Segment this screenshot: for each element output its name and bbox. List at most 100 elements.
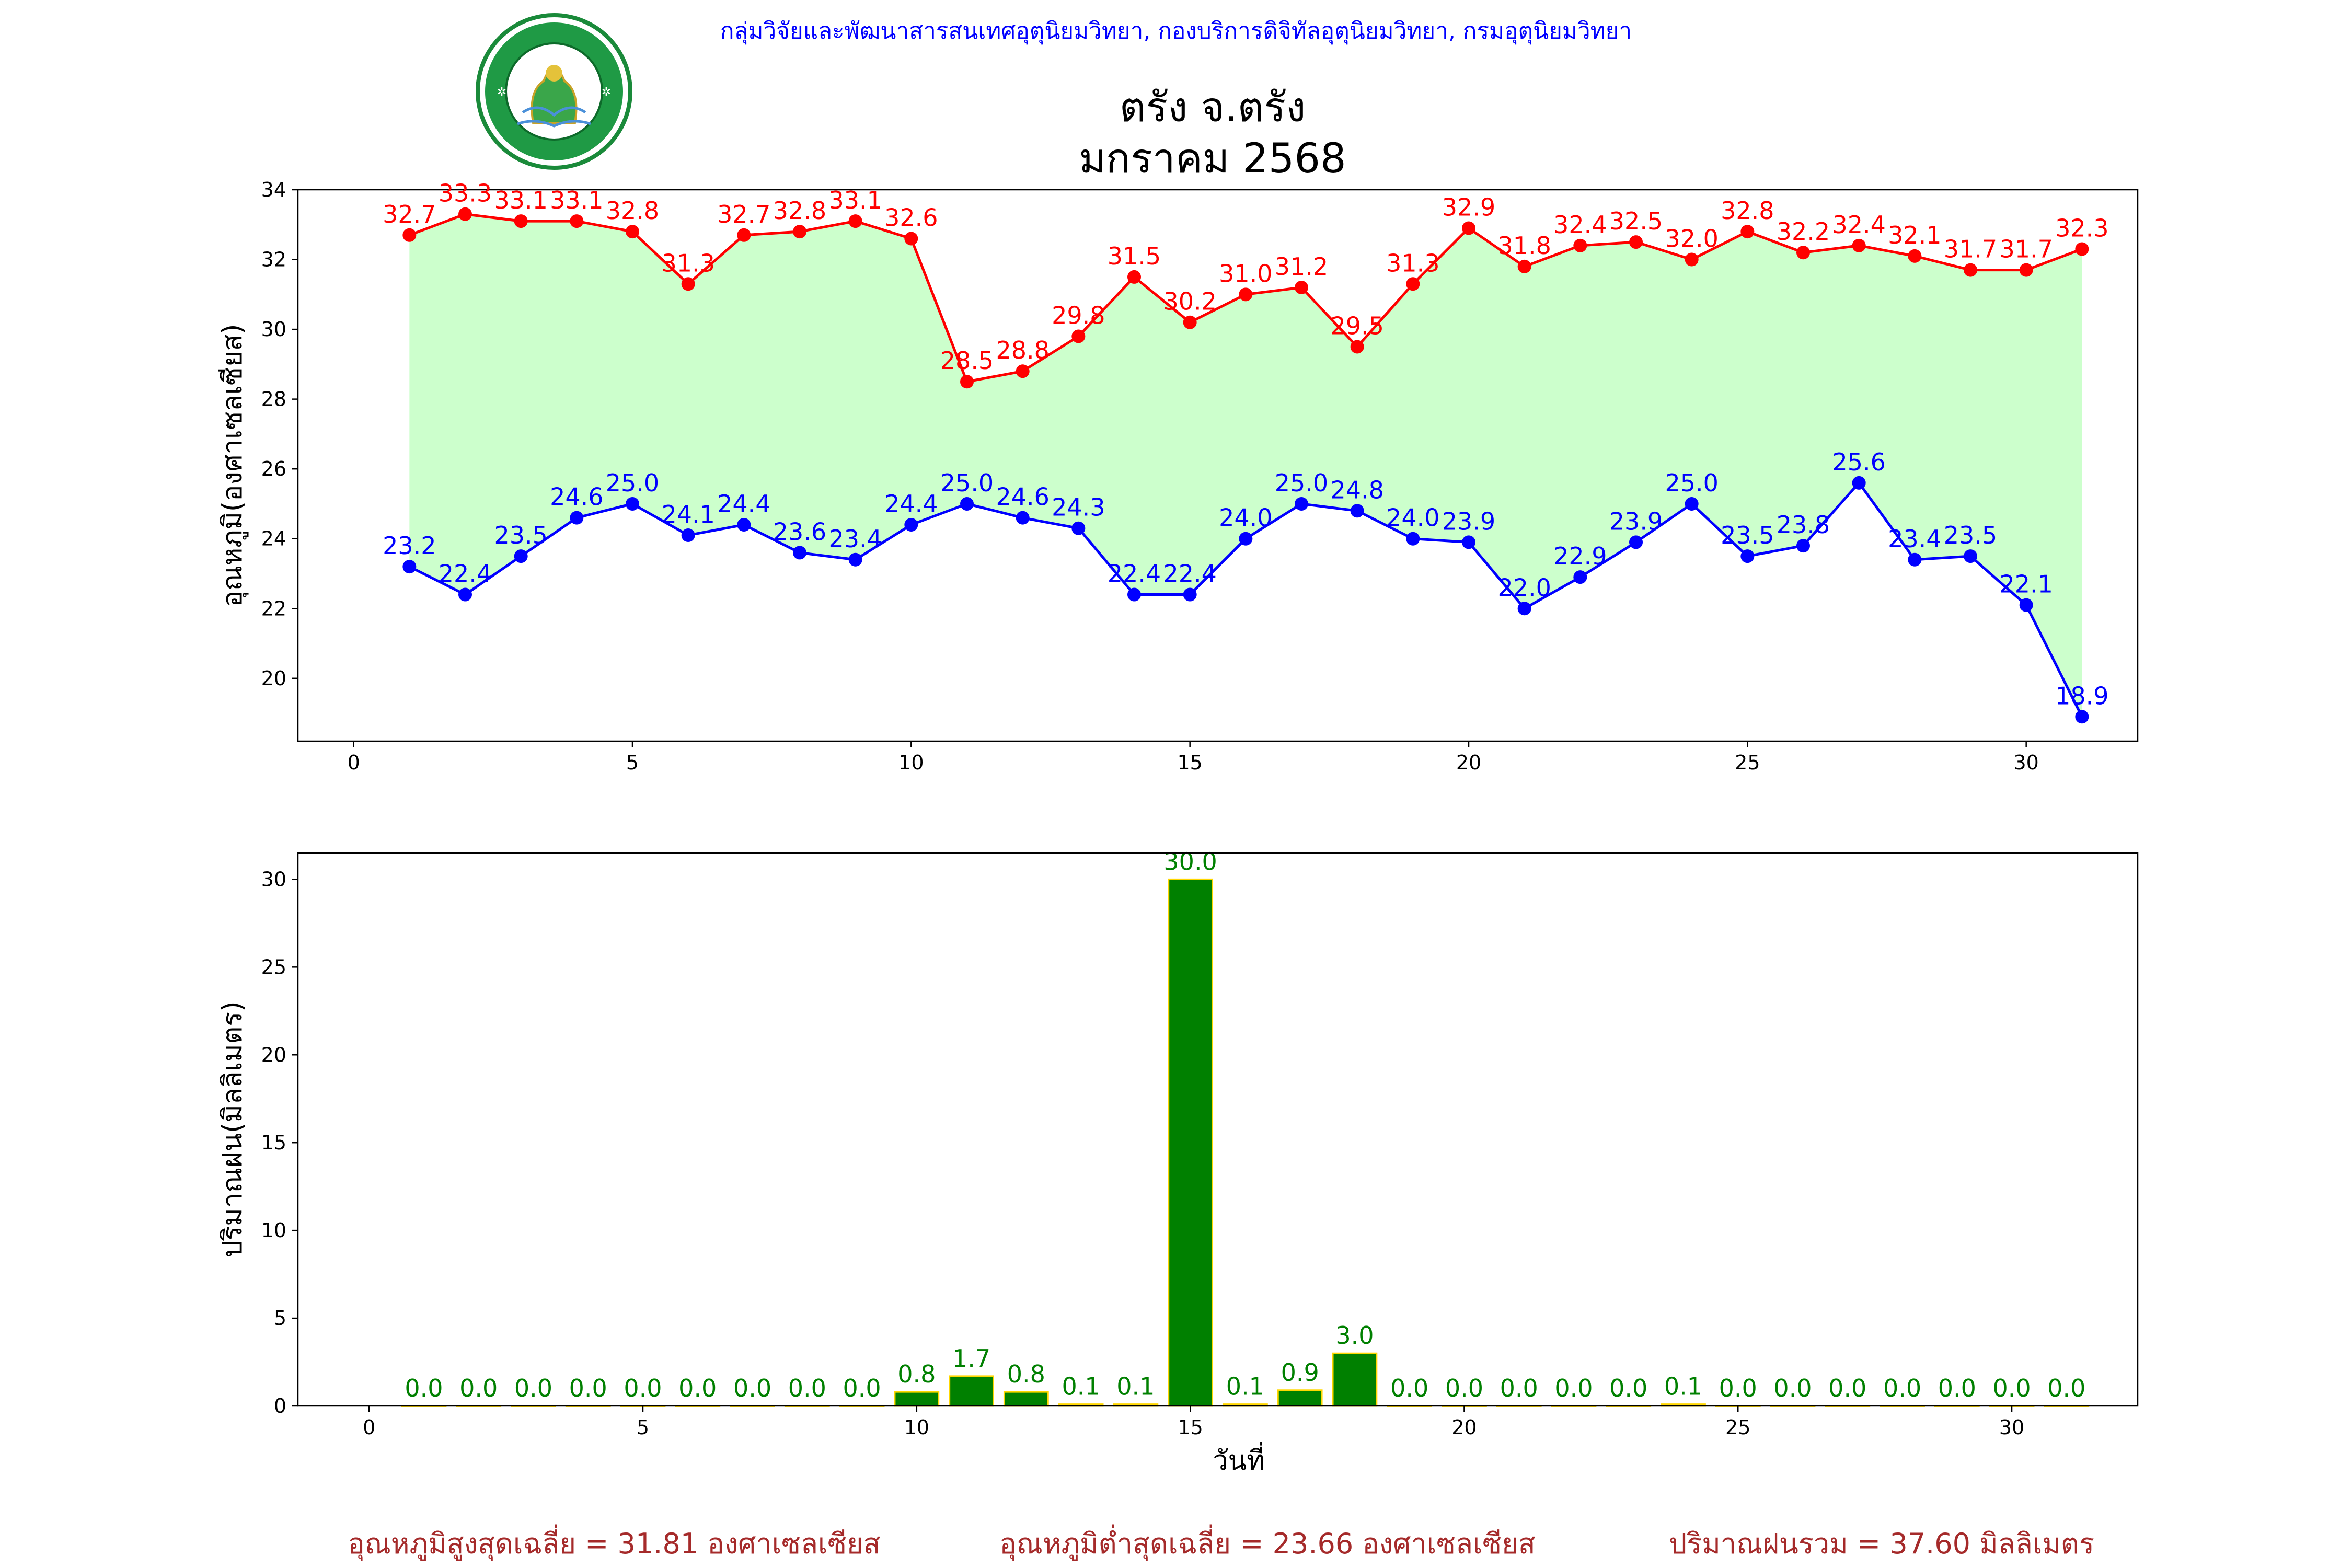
temp-min-point	[1127, 587, 1141, 602]
temp-min-point	[1908, 552, 1922, 567]
temp-min-point	[2019, 598, 2033, 612]
temp-min-label: 23.8	[1777, 511, 1830, 539]
temp-min-point	[2075, 710, 2089, 724]
temp-min-label: 25.6	[1832, 448, 1885, 476]
rain-x-axis-label: วันที่	[1213, 1442, 1264, 1477]
temp-max-point	[737, 228, 751, 242]
rain-bar-label: 0.0	[1390, 1374, 1428, 1402]
temp-max-point	[1183, 315, 1197, 329]
temp-max-label: 32.0	[1665, 225, 1718, 253]
temp-y-tick-label: 24	[261, 527, 286, 550]
temp-min-label: 22.4	[439, 560, 492, 588]
rain-bar-label: 0.1	[1664, 1373, 1702, 1401]
temp-max-label: 32.4	[1553, 211, 1607, 239]
temp-max-point	[793, 225, 806, 239]
temp-min-point	[1406, 532, 1420, 546]
rain-bar-label: 0.0	[1554, 1374, 1593, 1402]
rain-y-tick-label: 25	[261, 955, 286, 978]
rain-bar-label: 0.0	[1883, 1374, 1921, 1402]
rain-bar-label: 0.0	[1500, 1374, 1538, 1402]
rain-y-tick-label: 10	[261, 1219, 286, 1242]
temp-max-point	[514, 214, 528, 228]
temp-max-point	[904, 232, 918, 246]
temp-min-point	[1295, 497, 1308, 511]
temp-max-point	[1462, 221, 1475, 235]
temp-min-point	[1517, 602, 1531, 616]
temp-x-tick-label: 15	[1177, 751, 1202, 774]
rain-bar-label: 0.8	[897, 1360, 936, 1388]
temp-min-label: 23.5	[1944, 521, 1997, 549]
rain-bar	[894, 1391, 940, 1407]
temp-max-point	[1071, 329, 1086, 343]
temp-min-label: 24.4	[717, 490, 770, 518]
temp-min-label: 24.6	[550, 483, 603, 511]
temp-min-label: 23.6	[773, 517, 826, 546]
rain-bar	[949, 1375, 994, 1407]
rain-bar-label: 1.7	[952, 1344, 990, 1373]
rain-bar-label: 0.1	[1226, 1373, 1264, 1401]
temp-max-label: 33.1	[550, 186, 603, 214]
rain-bar-label: 0.0	[1609, 1374, 1647, 1402]
rain-x-tick-label: 15	[1178, 1416, 1203, 1439]
temp-min-point	[681, 528, 695, 543]
rain-bar-label: 0.0	[2047, 1374, 2085, 1402]
temp-min-point	[1016, 511, 1030, 525]
temp-min-point	[1071, 521, 1086, 535]
temp-min-label: 23.2	[383, 532, 436, 560]
temp-min-point	[458, 587, 472, 602]
rain-bar-label: 0.0	[843, 1374, 881, 1402]
rain-x-tick-label: 20	[1451, 1416, 1477, 1439]
rain-bar-label: 0.0	[1719, 1374, 1757, 1402]
temp-max-point	[626, 225, 639, 239]
rain-y-tick-label: 0	[274, 1394, 286, 1417]
temp-y-tick-label: 28	[261, 388, 286, 411]
rain-bar-label: 0.0	[514, 1374, 552, 1402]
rain-bar-label: 0.9	[1281, 1358, 1319, 1387]
rain-bar-label: 0.0	[405, 1374, 443, 1402]
temp-min-label: 23.4	[828, 525, 882, 553]
temp-max-label: 29.8	[1052, 301, 1105, 329]
temp-max-point	[1908, 249, 1922, 263]
chart-title-month: มกราคม 2568	[1079, 135, 1346, 182]
temp-max-point	[1239, 287, 1253, 302]
temp-min-label: 25.0	[1665, 469, 1718, 497]
summary-total-rain: ปริมาณฝนรวม = 37.60 มิลลิเมตร	[1669, 1527, 2094, 1560]
rain-bar	[1168, 878, 1214, 1407]
temp-max-label: 32.7	[717, 200, 770, 228]
temp-min-point	[1183, 587, 1197, 602]
temp-x-tick-label: 25	[1735, 751, 1760, 774]
temp-max-point	[1964, 263, 1977, 277]
svg-text:✲: ✲	[497, 86, 506, 99]
temp-y-tick-label: 32	[261, 248, 286, 271]
temp-max-label: 32.4	[1832, 211, 1885, 239]
temp-max-point	[570, 214, 584, 228]
rain-bar-label: 30.0	[1163, 847, 1217, 875]
temp-min-label: 24.6	[996, 483, 1049, 511]
temp-max-point	[1685, 252, 1699, 267]
temp-y-axis-label: อุณหภูมิ(องศาเซลเซียส)	[217, 324, 249, 607]
temp-min-label: 23.4	[1888, 525, 1941, 553]
temp-range-fill	[409, 214, 2082, 717]
chart-title-station: ตรัง จ.ตรัง	[1120, 84, 1306, 131]
rain-plot-frame	[297, 852, 2139, 1407]
rain-bar-label: 0.0	[1938, 1374, 1976, 1402]
temp-max-point	[1295, 280, 1308, 294]
temp-max-point	[1406, 277, 1420, 291]
temp-min-label: 24.8	[1330, 476, 1383, 504]
temp-y-tick-label: 22	[261, 597, 286, 620]
temp-x-tick-label: 5	[626, 751, 639, 774]
temp-min-label: 23.9	[1609, 507, 1663, 535]
temp-min-point	[626, 497, 639, 511]
temp-min-label: 22.1	[1999, 570, 2053, 598]
temp-max-point	[848, 214, 862, 228]
temp-max-label: 33.1	[828, 186, 882, 214]
rain-bar-label: 0.0	[678, 1374, 717, 1402]
temp-max-label: 32.8	[606, 197, 659, 225]
temp-max-label: 31.8	[1497, 232, 1551, 260]
temp-max-point	[1796, 246, 1810, 260]
rain-bar-label: 0.0	[1992, 1374, 2031, 1402]
temp-max-point	[1350, 340, 1364, 354]
agency-header: กลุ่มวิจัยและพัฒนาสารสนเทศอุตุนิยมวิทยา,…	[720, 18, 1632, 45]
rain-bar-label: 0.0	[569, 1374, 607, 1402]
